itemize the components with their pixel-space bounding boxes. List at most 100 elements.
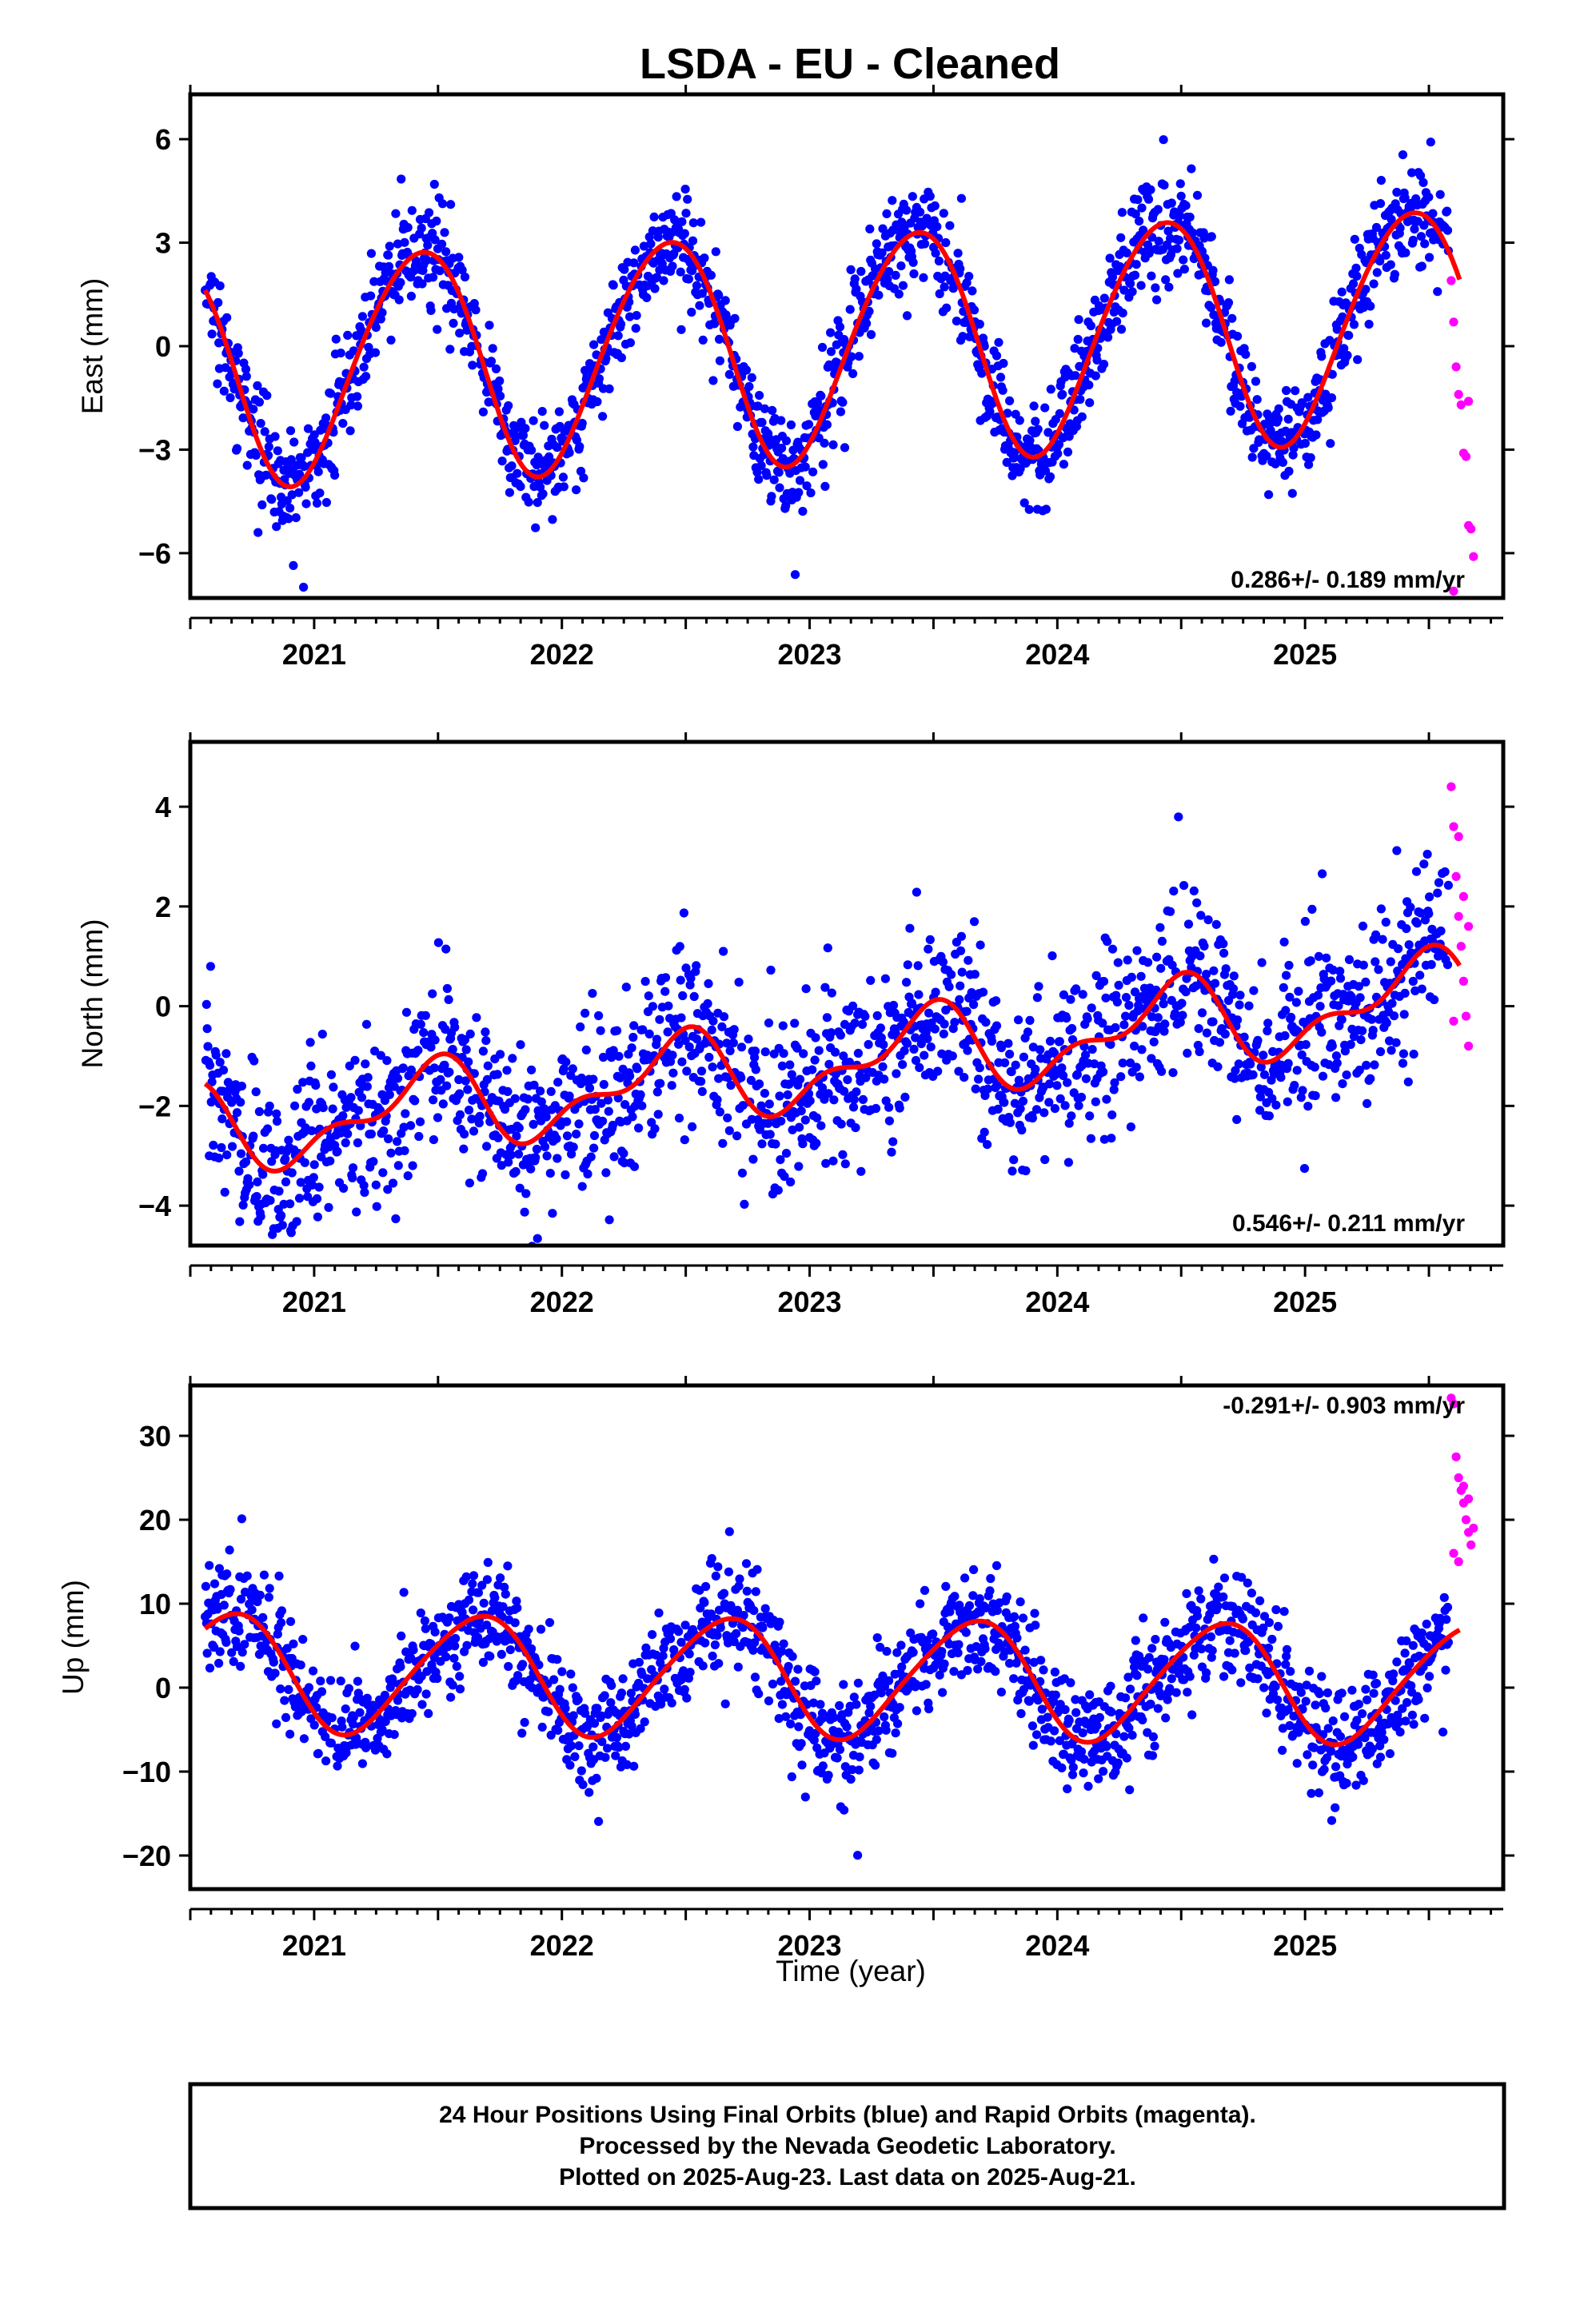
y-tick-label: 0 (155, 991, 171, 1023)
final-orbit-point (630, 1162, 639, 1171)
final-orbit-point (338, 1111, 347, 1120)
final-orbit-point (626, 338, 635, 347)
final-orbit-point (1058, 390, 1067, 399)
final-orbit-point (838, 398, 847, 407)
final-orbit-point (277, 1606, 286, 1615)
final-orbit-point (456, 1684, 465, 1693)
final-orbit-point (1128, 287, 1137, 296)
final-orbit-point (932, 222, 941, 231)
final-orbit-point (400, 1588, 409, 1597)
final-orbit-point (969, 1565, 978, 1574)
final-orbit-point (999, 359, 1007, 368)
final-orbit-point (1102, 1742, 1111, 1751)
final-orbit-point (1059, 460, 1068, 468)
final-orbit-point (892, 1728, 900, 1737)
final-orbit-point (1276, 1073, 1285, 1082)
final-orbit-point (513, 1254, 522, 1263)
final-orbit-point (836, 407, 845, 416)
final-orbit-point (1042, 504, 1051, 513)
final-orbit-point (1221, 1030, 1230, 1038)
final-orbit-point (840, 1806, 848, 1815)
final-orbit-point (831, 1048, 840, 1057)
final-orbit-point (1311, 1062, 1319, 1071)
final-orbit-point (940, 1660, 949, 1668)
final-orbit-point (761, 1047, 770, 1056)
final-orbit-point (203, 1042, 212, 1050)
final-orbit-point (972, 1085, 980, 1094)
final-orbit-point (854, 1049, 863, 1058)
final-orbit-point (1333, 1058, 1342, 1067)
final-orbit-point (578, 1182, 587, 1191)
final-orbit-point (668, 1699, 676, 1708)
final-orbit-point (1019, 1053, 1028, 1062)
final-orbit-point (640, 1717, 649, 1726)
final-orbit-point (1191, 1624, 1200, 1632)
final-orbit-point (552, 1134, 561, 1143)
final-orbit-point (598, 412, 607, 421)
final-orbit-point (676, 1014, 685, 1022)
final-orbit-point (548, 515, 557, 524)
final-orbit-point (1405, 940, 1414, 949)
final-orbit-point (980, 1644, 989, 1653)
final-orbit-point (696, 218, 705, 227)
final-orbit-point (1137, 204, 1146, 213)
final-orbit-point (421, 1616, 429, 1625)
final-orbit-point (409, 1645, 417, 1654)
final-orbit-point (1125, 1785, 1134, 1794)
final-orbit-point (252, 1087, 261, 1096)
final-orbit-point (285, 1199, 294, 1208)
final-orbit-point (659, 276, 668, 285)
final-orbit-point (1350, 320, 1359, 329)
final-orbit-point (1232, 1115, 1241, 1124)
final-orbit-point (1102, 1095, 1111, 1104)
final-orbit-point (1338, 1079, 1347, 1088)
final-orbit-point (965, 1601, 974, 1610)
final-orbit-point (556, 1685, 565, 1694)
final-orbit-point (1301, 439, 1310, 448)
final-orbit-point (326, 1676, 335, 1684)
final-orbit-point (521, 1105, 529, 1114)
final-orbit-point (216, 281, 225, 290)
final-orbit-point (1253, 395, 1262, 404)
final-orbit-point (298, 1635, 307, 1644)
final-orbit-point (1373, 268, 1382, 277)
final-orbit-point (920, 239, 929, 248)
final-orbit-point (690, 992, 699, 1001)
final-orbit-point (429, 1135, 438, 1144)
final-orbit-point (919, 273, 928, 282)
final-orbit-point (463, 1085, 472, 1094)
final-orbit-point (366, 292, 375, 301)
final-orbit-point (837, 1120, 846, 1129)
final-orbit-point (256, 1591, 265, 1600)
final-orbit-point (836, 322, 844, 331)
final-orbit-point (794, 1722, 803, 1731)
final-orbit-point (950, 1592, 959, 1600)
final-orbit-point (1123, 955, 1132, 964)
final-orbit-point (976, 941, 985, 950)
final-orbit-point (1147, 1644, 1156, 1652)
final-orbit-point (628, 1033, 637, 1042)
final-orbit-point (808, 468, 817, 476)
final-orbit-point (932, 988, 940, 997)
final-orbit-point (1039, 1108, 1048, 1117)
final-orbit-point (1203, 1029, 1211, 1038)
final-orbit-point (310, 1720, 319, 1729)
final-orbit-point (1239, 1615, 1247, 1624)
final-orbit-point (451, 1634, 460, 1643)
final-orbit-point (1135, 1072, 1144, 1081)
final-orbit-point (976, 1063, 984, 1072)
final-orbit-point (313, 1213, 322, 1222)
final-orbit-point (424, 1709, 433, 1718)
final-orbit-point (737, 1042, 746, 1051)
final-orbit-point (228, 1142, 237, 1151)
final-orbit-point (668, 261, 676, 270)
final-orbit-point (1036, 1656, 1045, 1664)
final-orbit-point (574, 1695, 583, 1704)
final-orbit-point (1066, 995, 1075, 1004)
final-orbit-point (1253, 1036, 1262, 1045)
final-orbit-point (284, 1685, 293, 1694)
final-orbit-point (1133, 195, 1142, 204)
final-orbit-point (697, 1066, 706, 1075)
final-orbit-point (404, 223, 413, 232)
final-orbit-point (353, 1677, 362, 1686)
